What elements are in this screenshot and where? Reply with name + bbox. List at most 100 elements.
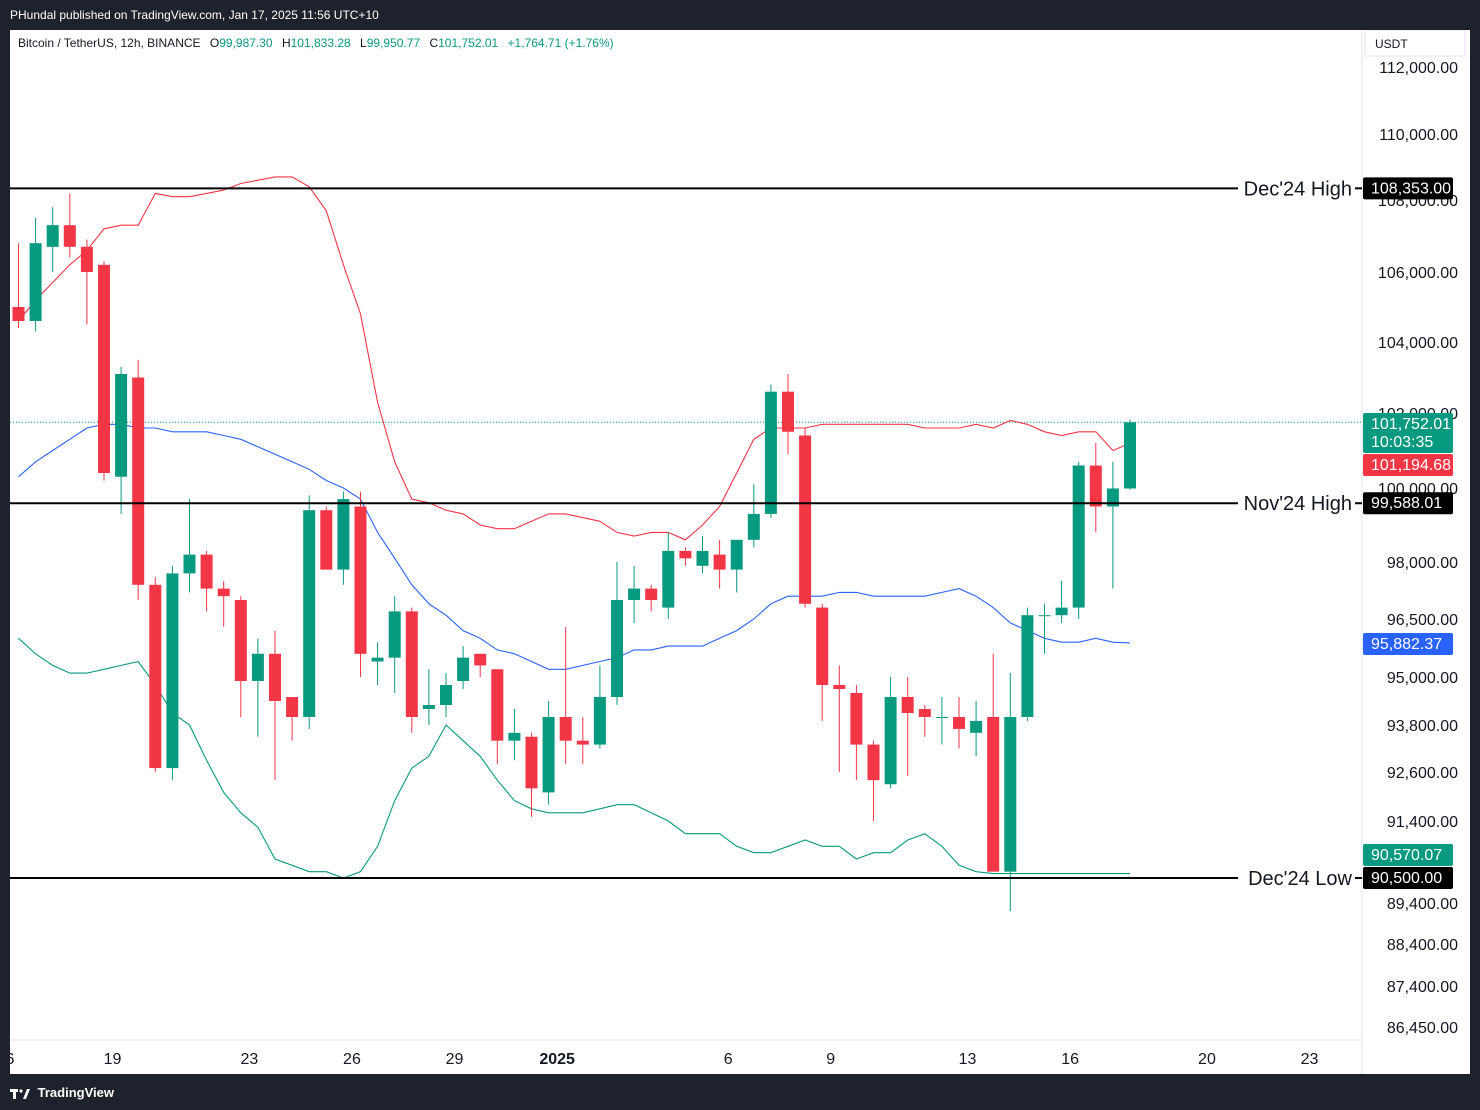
candle-body xyxy=(1038,615,1051,617)
legend-low-label: L xyxy=(360,36,367,50)
legend-high-label: H xyxy=(281,36,291,50)
candle-body xyxy=(987,717,1000,872)
y-tick-label: 92,600.00 xyxy=(1387,765,1458,782)
y-tick-label: 86,450.00 xyxy=(1387,1020,1458,1037)
y-tick-label: 87,400.00 xyxy=(1387,979,1458,996)
legend-high: 101,833.28 xyxy=(290,36,351,50)
candle-body xyxy=(696,550,709,566)
candle-body xyxy=(1106,488,1119,507)
ohlc-legend: Bitcoin / TetherUS, 12h, BINANCE O99,987… xyxy=(18,36,614,50)
x-tick-label: 6 xyxy=(724,1051,733,1068)
candle-body xyxy=(833,685,846,689)
lower-band-tag: 90,570.07 xyxy=(1371,847,1442,864)
legend-close-label: C xyxy=(429,36,439,50)
footer-brand-text: TradingView xyxy=(37,1085,114,1100)
candle-body xyxy=(645,588,658,600)
y-tick-label: 88,400.00 xyxy=(1387,937,1458,954)
middle-band-tag: 95,882.37 xyxy=(1371,636,1442,653)
candle-body xyxy=(303,510,316,717)
candle-body xyxy=(200,554,213,589)
x-tick-label: 23 xyxy=(240,1051,258,1068)
dec-high-tag: 108,353.00 xyxy=(1371,180,1451,197)
candle-body xyxy=(422,705,435,709)
middle-band-line xyxy=(18,423,1131,670)
candle-body xyxy=(354,506,367,654)
legend-open: 99,987.30 xyxy=(219,36,273,50)
tradingview-logo-icon xyxy=(10,1088,30,1100)
y-tick-label: 110,000.00 xyxy=(1379,127,1458,144)
candle-body xyxy=(799,435,812,604)
candle-body xyxy=(371,657,384,662)
candle-body xyxy=(764,391,777,514)
y-tick-label: 93,800.00 xyxy=(1387,718,1458,735)
candle-body xyxy=(559,717,572,741)
candle-body xyxy=(628,588,641,600)
candle-body xyxy=(457,657,470,681)
candle-body xyxy=(901,697,914,713)
candle-body xyxy=(953,717,965,729)
candle-body xyxy=(884,697,897,785)
upper-band-tag: 101,194.68 xyxy=(1371,457,1451,474)
candle-body xyxy=(542,717,555,793)
legend-change: +1,764.71 (+1.76%) xyxy=(507,36,614,50)
candle-body xyxy=(1072,465,1085,608)
candle-body xyxy=(320,510,333,570)
candle-body xyxy=(593,697,606,745)
chart-frame[interactable]: USDT 112,000.00 110,000.00 108,000.00 106,00… xyxy=(10,30,1470,1074)
candle-body xyxy=(46,225,59,247)
x-tick-label: 6 xyxy=(10,1051,14,1068)
candle-body xyxy=(166,573,179,769)
legend-symbol: Bitcoin / TetherUS, 12h, BINANCE xyxy=(18,36,201,50)
candle-body xyxy=(918,709,931,717)
candle-body xyxy=(970,721,983,733)
y-tick-label: 91,400.00 xyxy=(1387,814,1458,831)
candle-body xyxy=(730,539,743,570)
level-label: Dec'24 Low xyxy=(1248,868,1352,890)
y-tick-label: 104,000.00 xyxy=(1378,335,1458,352)
candle-body xyxy=(935,717,948,718)
candle-body xyxy=(234,600,247,681)
candle-body xyxy=(508,732,521,741)
candle-body xyxy=(713,554,726,570)
x-tick-label: 26 xyxy=(343,1051,361,1068)
candle-body xyxy=(1021,615,1034,717)
y-tick-label: 89,400.00 xyxy=(1387,896,1458,913)
nov-high-tag-bg xyxy=(1363,492,1453,515)
candle-body xyxy=(440,685,452,705)
candle-body xyxy=(816,607,829,685)
candle-body xyxy=(217,588,230,597)
legend-open-label: O xyxy=(209,36,220,50)
x-tick-label: 9 xyxy=(826,1051,835,1068)
candle-body xyxy=(1055,607,1068,616)
candle-body xyxy=(611,600,623,697)
level-label: Nov'24 High xyxy=(1244,493,1352,515)
candle-body xyxy=(337,499,350,570)
lower-band-line xyxy=(18,637,1130,879)
candle-body xyxy=(405,611,418,717)
x-tick-label: 23 xyxy=(1301,1051,1319,1068)
last-price-tag-bg xyxy=(1363,413,1453,453)
candle-body xyxy=(1004,717,1017,872)
y-tick-label: 95,000.00 xyxy=(1387,670,1458,687)
nov-high-tag: 99,588.01 xyxy=(1371,495,1442,512)
y-tick-label: 96,500.00 xyxy=(1387,612,1458,629)
candle-body xyxy=(1089,465,1102,507)
candle-body xyxy=(1124,422,1136,489)
last-price-tag-countdown: 10:03:35 xyxy=(1371,434,1433,451)
currency-box xyxy=(1364,30,1466,57)
dec-low-tag-bg xyxy=(1363,867,1453,889)
candle-body xyxy=(867,744,880,781)
currency-label: USDT xyxy=(1375,37,1408,51)
legend-low: 99,950.77 xyxy=(366,36,421,50)
publisher-bar: PHundal published on TradingView.com, Ja… xyxy=(0,0,1480,30)
candle-body xyxy=(251,653,264,681)
candle-body xyxy=(132,377,145,585)
candle-body xyxy=(576,740,589,745)
last-price-tag: 101,752.01 xyxy=(1371,416,1451,433)
y-tick-label: 112,000.00 xyxy=(1379,60,1458,77)
price-chart[interactable]: USDT112,000.00110,000.00108,000.00106,00… xyxy=(10,30,1470,1074)
footer-brand[interactable]: TradingView xyxy=(10,1080,114,1106)
dec-high-tag-bg xyxy=(1363,177,1453,200)
candle-body xyxy=(98,264,110,473)
candle-body xyxy=(782,391,794,432)
